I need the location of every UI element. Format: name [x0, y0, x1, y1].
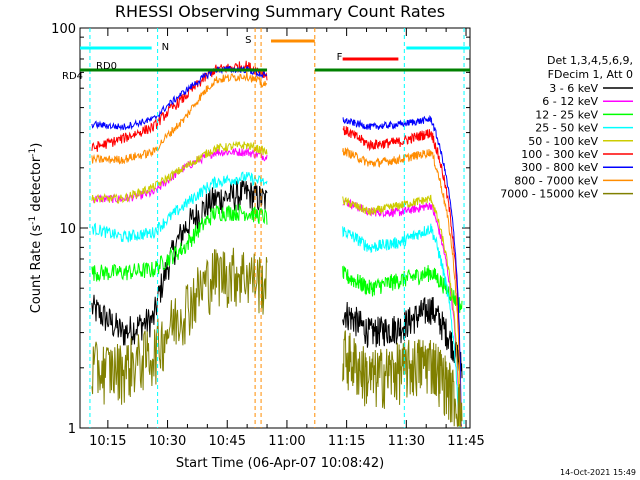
legend-entry-label-3: 25 - 50 keV [535, 122, 598, 135]
series-line-4-seg-0 [91, 140, 268, 204]
series-line-0-seg-1 [342, 296, 463, 379]
y-axis: 1 10 100 [51, 22, 470, 437]
series-line-4-seg-1 [342, 194, 462, 427]
chart-title: RHESSI Observing Summary Count Rates [115, 2, 445, 21]
annotation-label-F: F [337, 52, 343, 63]
legend-title-line1: Det 1,3,4,5,6,9, [547, 54, 633, 67]
legend-title-line2: FDecim 1, Att 0 [548, 68, 633, 81]
legend-entry-label-5: 100 - 300 keV [521, 148, 598, 161]
x-tick-label: 10:30 [149, 434, 186, 449]
annotation-layer: RD0 RD4 N S F [62, 28, 470, 428]
series-line-1-seg-1 [342, 197, 462, 427]
x-tick-label: 11:15 [328, 434, 365, 449]
legend-entry-label-7: 800 - 7000 keV [514, 174, 598, 187]
x-axis: 10:15 10:30 10:45 11:00 11:15 11:30 11:45 [89, 28, 485, 449]
series-line-3-seg-1 [342, 223, 462, 427]
series-line-6-seg-1 [342, 115, 463, 427]
series-line-7-seg-1 [342, 146, 462, 427]
x-tick-label: 11:45 [447, 434, 484, 449]
legend-entry-label-8: 7000 - 15000 keV [500, 188, 598, 201]
annotation-label-N: N [162, 42, 169, 53]
x-tick-label: 11:30 [388, 434, 425, 449]
series-line-8-seg-1 [342, 330, 463, 427]
x-tick-label: 10:45 [209, 434, 246, 449]
y-tick-label: 10 [59, 222, 76, 237]
series-line-7-seg-0 [91, 71, 268, 165]
y-tick-label: 1 [68, 422, 76, 437]
x-axis-label: Start Time (06-Apr-07 10:08:42) [176, 456, 384, 471]
annotation-label-RD0: RD0 [96, 61, 117, 72]
series-line-0-seg-0 [91, 178, 268, 346]
series-line-5-seg-1 [342, 126, 462, 427]
legend-entry-label-4: 50 - 100 keV [528, 135, 598, 148]
legend: Det 1,3,4,5,6,9, FDecim 1, Att 0 3 - 6 k… [500, 54, 633, 201]
y-axis-label: Count Rate (s-1 detector-1) [28, 143, 44, 314]
series-line-8-seg-0 [91, 247, 268, 405]
footer-timestamp: 14-Oct-2021 15:49 [560, 468, 636, 477]
x-tick-label: 11:00 [268, 434, 305, 449]
legend-entry-label-0: 3 - 6 keV [549, 82, 598, 95]
series-line-3-seg-0 [91, 171, 268, 243]
series-line-2-seg-1 [342, 265, 463, 313]
legend-entry-label-1: 6 - 12 keV [542, 95, 598, 108]
annotation-label-RD4: RD4 [62, 71, 83, 82]
legend-entry-label-6: 300 - 800 keV [521, 161, 598, 174]
y-tick-label: 100 [51, 22, 76, 37]
series-line-2-seg-0 [91, 203, 268, 282]
series-layer [91, 60, 463, 427]
legend-entry-label-2: 12 - 25 keV [535, 108, 598, 121]
x-tick-label: 10:15 [89, 434, 126, 449]
annotation-label-S: S [245, 35, 251, 46]
